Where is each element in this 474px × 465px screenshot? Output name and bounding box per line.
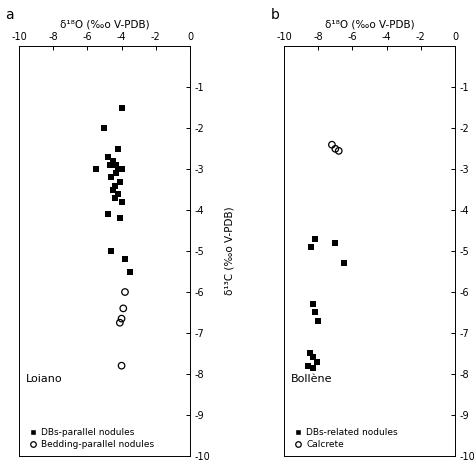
Point [111,182,118,189]
Point [314,317,322,325]
Point [119,305,127,312]
Point [111,194,118,202]
Point [304,362,312,369]
Point [331,239,339,246]
Point [114,166,122,173]
Point [127,268,134,275]
Point [340,259,347,267]
Point [106,161,113,169]
Point [104,211,112,218]
Point [311,235,319,243]
Point [118,315,125,322]
Point [116,215,124,222]
Point [121,288,129,296]
Legend: DBs-related nodules, Calcrete: DBs-related nodules, Calcrete [292,426,400,451]
Point [118,166,125,173]
Point [114,190,122,198]
Point [311,309,319,316]
Y-axis label: δ¹³C (‰o V-PDB): δ¹³C (‰o V-PDB) [225,207,235,295]
Text: b: b [270,8,279,22]
X-axis label: δ¹⁸O (‰o V-PDB): δ¹⁸O (‰o V-PDB) [325,20,414,29]
Point [118,362,125,369]
Point [306,350,313,357]
Point [108,247,115,255]
Point [116,319,124,326]
Point [313,358,320,365]
Point [104,153,112,161]
Point [109,186,117,193]
Text: a: a [5,8,14,22]
Legend: DBs-parallel nodules, Bedding-parallel nodules: DBs-parallel nodules, Bedding-parallel n… [27,426,156,451]
X-axis label: δ¹⁸O (‰o V-PDB): δ¹⁸O (‰o V-PDB) [60,20,149,29]
Point [310,364,317,372]
Point [310,300,317,308]
Text: Bollène: Bollène [291,374,332,384]
Text: Loiano: Loiano [26,374,63,384]
Point [118,104,125,112]
Point [331,145,339,153]
Point [308,243,315,251]
Point [113,161,120,169]
Point [92,166,100,173]
Point [113,170,120,177]
Point [109,157,117,165]
Point [121,256,129,263]
Point [108,174,115,181]
Point [114,145,122,153]
Point [116,178,124,185]
Point [100,125,108,132]
Point [118,198,125,206]
Point [310,354,317,361]
Point [335,147,343,154]
Point [328,141,336,148]
